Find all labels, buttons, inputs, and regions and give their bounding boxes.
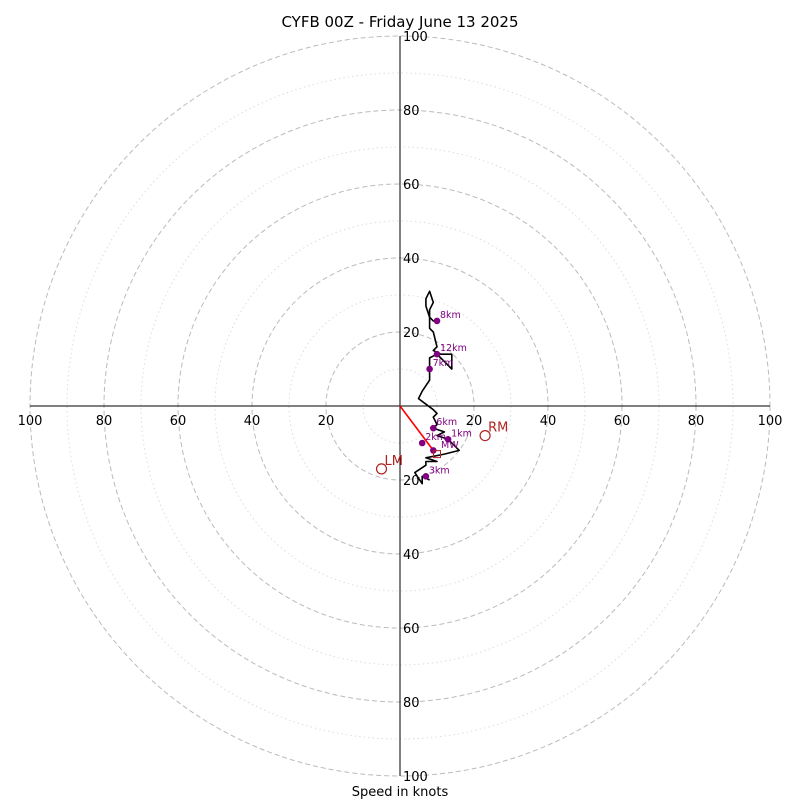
tick-label-south: 60 [403,622,420,637]
tick-label-south: 80 [403,696,420,711]
height-marker-dot [444,436,452,443]
height-marker-dot [430,424,437,432]
tick-label-south: 20 [403,474,420,489]
height-marker-label: 7km [433,358,454,369]
tick-label-south: 100 [403,770,428,785]
height-marker-label: 2km [425,432,446,443]
mean-wind-marker [433,450,441,459]
x-axis-label: Speed in knots [352,785,449,800]
height-marker-dot [433,350,441,358]
tick-label-north: 40 [403,252,420,267]
tick-label-east: 40 [540,414,557,429]
tick-label-west: 80 [96,414,113,429]
tick-label-north: 20 [403,326,420,341]
motion-vector-line [399,405,434,451]
height-markers: 1km 2km 3km 6km 7km 8km 12km [418,310,472,480]
tick-label-west: 40 [244,414,261,429]
height-marker-label: 6km [436,417,457,428]
storm-motion-vector [399,405,434,451]
height-marker-dot [422,473,430,480]
tick-label-east: 100 [758,414,783,429]
height-marker-dot [418,439,426,447]
height-marker-label: 3km [429,465,450,476]
height-marker-dot [433,317,441,325]
hodograph-trace [413,290,461,485]
left-mover-label: LM [385,454,403,469]
chart-title: CYFB 00Z - Friday June 13 2025 [281,13,518,31]
mean-wind-label: MW [441,440,459,451]
tick-label-east: 60 [614,414,631,429]
hodograph-line [413,290,461,485]
storm-motion-markers: RM LM MW [375,421,508,475]
tick-label-east: 80 [688,414,705,429]
tick-label-north: 80 [403,104,420,119]
tick-label-west: 60 [170,414,187,429]
tick-labels: 100 80 60 40 20 20 40 60 80 100 100 80 60 40 20 20 40 60 8… [18,30,783,785]
height-marker-label: 8km [440,310,461,321]
tick-label-south: 40 [403,548,420,563]
height-marker-label: 1km [451,428,472,439]
right-mover-marker [479,430,491,442]
tick-label-north: 100 [403,30,428,45]
tick-label-north: 60 [403,178,420,193]
height-marker-dot [426,365,433,373]
tick-label-west: 20 [318,414,335,429]
tick-label-west: 100 [18,414,43,429]
tick-label-east: 20 [466,414,483,429]
left-mover-marker [375,463,388,475]
height-marker-label: 12km [440,343,467,354]
right-mover-label: RM [488,421,508,436]
